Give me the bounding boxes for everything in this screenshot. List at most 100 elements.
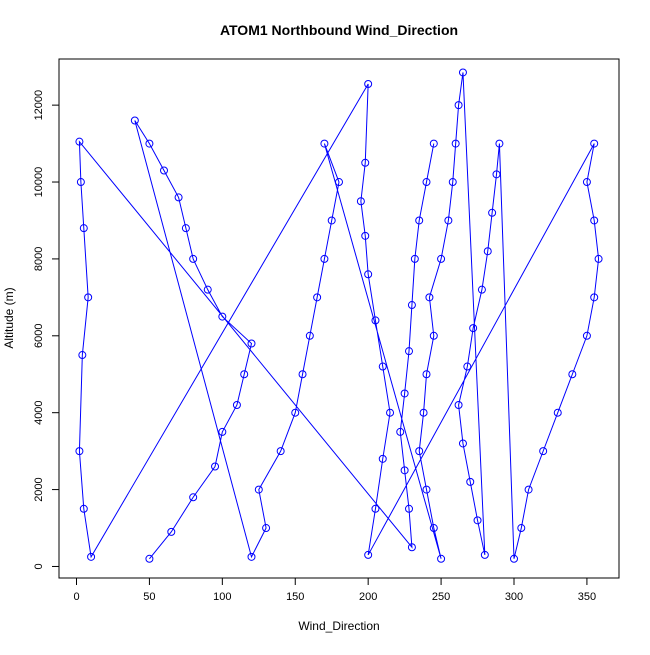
y-tick-label: 0 <box>33 563 45 569</box>
data-point <box>189 493 198 502</box>
x-tick-label: 350 <box>578 591 596 603</box>
data-point <box>422 370 431 379</box>
data-point <box>488 208 497 217</box>
data-point <box>415 447 424 456</box>
data-point <box>320 254 329 263</box>
data-point <box>594 254 603 263</box>
data-point <box>371 504 380 513</box>
data-point <box>429 331 438 340</box>
x-axis: 0 50 100 150 200 250 300 350 <box>73 577 596 603</box>
data-point <box>218 312 227 321</box>
data-point <box>429 524 438 533</box>
data-point <box>400 389 409 398</box>
x-tick-label: 50 <box>143 591 155 603</box>
data-point <box>145 554 154 563</box>
series-line <box>78 72 600 560</box>
data-point <box>495 139 504 148</box>
data-point <box>448 178 457 187</box>
data-point <box>524 485 533 494</box>
data-point <box>415 216 424 225</box>
data-point <box>553 408 562 417</box>
data-point <box>254 485 263 494</box>
data-point <box>437 554 446 563</box>
data-point <box>590 216 599 225</box>
data-point <box>78 351 87 360</box>
data-point <box>130 116 139 125</box>
data-point <box>356 197 365 206</box>
x-tick-label: 200 <box>359 591 377 603</box>
data-point <box>429 139 438 148</box>
data-point <box>361 158 370 167</box>
data-point <box>84 293 93 302</box>
data-point <box>174 193 183 202</box>
data-point <box>407 543 416 552</box>
data-point <box>371 316 380 325</box>
data-point <box>405 504 413 513</box>
data-point <box>517 524 526 533</box>
data-point <box>364 79 373 88</box>
data-point <box>454 101 463 110</box>
data-point <box>203 285 212 294</box>
data-point <box>313 293 322 302</box>
x-tick-label: 0 <box>73 591 79 603</box>
data-point <box>327 216 336 225</box>
y-tick-label: 12000 <box>33 90 45 121</box>
data-point <box>364 270 373 279</box>
data-point <box>232 401 241 409</box>
data-point <box>181 224 190 233</box>
data-point <box>361 231 370 240</box>
data-point <box>335 178 343 187</box>
data-point <box>386 408 395 417</box>
data-point <box>466 477 475 486</box>
data-point <box>407 301 416 310</box>
data-point <box>320 139 329 148</box>
x-axis-label: Wind_Direction <box>298 619 379 633</box>
data-point <box>483 247 492 256</box>
y-tick-label: 8000 <box>33 247 45 271</box>
data-point <box>419 408 428 417</box>
data-point <box>276 447 285 456</box>
data-layer <box>75 68 603 563</box>
data-point <box>211 462 220 471</box>
data-point <box>76 178 85 187</box>
x-tick-label: 300 <box>505 591 523 603</box>
data-point <box>218 427 227 436</box>
y-tick-label: 2000 <box>33 477 45 501</box>
data-point <box>378 454 387 463</box>
data-point <box>422 178 431 187</box>
data-point <box>492 170 501 179</box>
data-point <box>469 324 478 333</box>
data-point <box>405 347 413 356</box>
y-axis: 0 2000 4000 6000 8000 10000 12000 <box>33 90 60 570</box>
y-tick-label: 6000 <box>33 324 45 348</box>
data-point <box>473 516 482 525</box>
data-point <box>262 524 271 533</box>
data-point <box>79 224 88 233</box>
data-point <box>582 178 591 187</box>
data-point <box>477 285 486 294</box>
data-point <box>458 68 467 77</box>
y-tick-label: 10000 <box>33 167 45 198</box>
data-point <box>410 254 419 263</box>
x-tick-label: 150 <box>286 591 304 603</box>
data-point <box>396 427 405 436</box>
data-point <box>510 554 518 563</box>
data-point <box>590 139 599 148</box>
data-point <box>298 370 307 379</box>
data-point <box>247 552 256 561</box>
data-point <box>437 254 446 263</box>
data-point <box>247 339 256 348</box>
data-point <box>145 139 154 148</box>
chart-title: ATOM1 Northbound Wind_Direction <box>220 22 458 38</box>
data-point <box>590 293 599 302</box>
data-point <box>305 331 314 340</box>
data-point <box>160 166 168 175</box>
data-point <box>75 137 84 146</box>
data-point <box>291 408 300 417</box>
data-point <box>378 362 387 371</box>
data-point <box>189 254 198 263</box>
data-point <box>539 447 548 456</box>
data-point <box>480 550 489 559</box>
x-tick-label: 250 <box>432 591 450 603</box>
